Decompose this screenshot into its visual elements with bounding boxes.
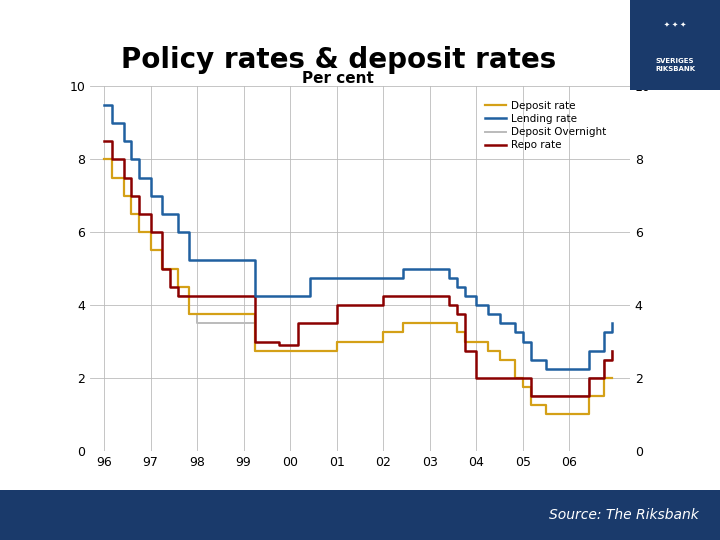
Text: ✦ ✦ ✦: ✦ ✦ ✦ <box>664 22 686 28</box>
Legend: Deposit rate, Lending rate, Deposit Overnight, Repo rate: Deposit rate, Lending rate, Deposit Over… <box>483 99 608 152</box>
Text: SVERIGES
RIKSBANK: SVERIGES RIKSBANK <box>655 58 695 72</box>
Text: Source: The Riksbank: Source: The Riksbank <box>549 508 698 522</box>
Text: Policy rates & deposit rates: Policy rates & deposit rates <box>121 46 556 74</box>
Text: Per cent: Per cent <box>302 71 374 86</box>
